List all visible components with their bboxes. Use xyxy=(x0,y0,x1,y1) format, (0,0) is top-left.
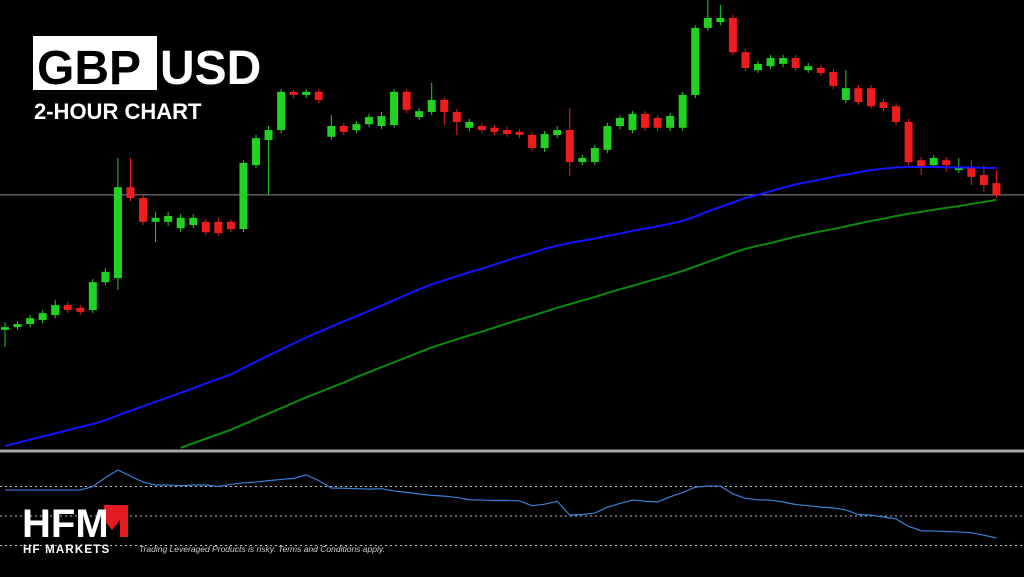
candle-body xyxy=(979,175,988,185)
candle-body xyxy=(503,130,511,135)
candle-body xyxy=(477,126,486,131)
candle-body xyxy=(38,313,47,320)
candle-body xyxy=(904,121,913,162)
subtitle: 2-HOUR CHART xyxy=(34,99,202,124)
candle-body xyxy=(841,88,850,100)
symbol-base: GBP xyxy=(37,42,141,95)
candle-body xyxy=(703,18,712,28)
candle-body xyxy=(678,94,687,128)
candle-body xyxy=(427,99,436,113)
symbol-quote: USD xyxy=(160,42,261,95)
candle-body xyxy=(929,157,938,166)
candle-body xyxy=(13,324,22,328)
candle-body xyxy=(302,91,311,95)
candle-body xyxy=(113,187,122,279)
indicator-line xyxy=(5,469,997,539)
price-panel xyxy=(0,0,1024,449)
candle-body xyxy=(816,67,825,73)
candle-body xyxy=(528,135,537,149)
candle-body xyxy=(126,187,135,198)
candle-body xyxy=(829,72,838,86)
moving-average-line xyxy=(180,198,997,449)
candle-body xyxy=(728,18,737,53)
candle-body xyxy=(766,58,775,67)
candle-body xyxy=(151,217,160,222)
candle-body xyxy=(791,58,800,68)
candle-body xyxy=(314,91,323,100)
candle-body xyxy=(942,160,951,166)
candle-body xyxy=(452,112,461,122)
candle-body xyxy=(377,116,386,126)
candle-body xyxy=(88,282,97,311)
candle-body xyxy=(139,198,148,222)
candle-body xyxy=(553,130,562,135)
footer: HFM HF MARKETS Trading Leveraged Product… xyxy=(22,502,385,556)
candle-body xyxy=(63,305,72,311)
candle-body xyxy=(51,305,60,315)
logo: HFM xyxy=(22,502,109,546)
candle-body xyxy=(440,99,449,113)
candle-body xyxy=(879,102,888,108)
candle-body xyxy=(590,148,599,162)
candle-body xyxy=(754,63,762,71)
candle-body xyxy=(101,271,110,283)
candle-body xyxy=(565,130,574,162)
candle-body xyxy=(917,160,926,167)
candle-body xyxy=(277,91,286,131)
candle-body xyxy=(364,117,373,125)
candle-body xyxy=(854,88,863,103)
logo-accent xyxy=(104,505,128,537)
candle-body xyxy=(603,126,612,150)
candle-body xyxy=(954,166,963,171)
candle-body xyxy=(352,124,361,131)
candle-body xyxy=(540,134,549,149)
candle-body xyxy=(201,221,210,233)
candle-body xyxy=(76,307,85,312)
candle-body xyxy=(289,91,298,95)
candle-body xyxy=(515,131,524,135)
candle-body xyxy=(189,217,198,225)
candle-body xyxy=(779,58,788,64)
candle-body xyxy=(1,327,9,330)
header: GBP USD 2-HOUR CHART xyxy=(33,36,261,124)
candle-body xyxy=(741,52,750,68)
candle-body xyxy=(967,167,976,177)
candle-body xyxy=(490,127,499,132)
candle-body xyxy=(164,216,173,222)
candle-body xyxy=(402,91,411,110)
candle-body xyxy=(415,111,424,117)
candle-body xyxy=(214,221,223,234)
candle-body xyxy=(866,88,875,107)
candle-body xyxy=(992,183,1001,195)
brand: HF MARKETS xyxy=(23,544,110,556)
candle-body xyxy=(26,318,35,324)
candle-body xyxy=(226,221,235,230)
candle-body xyxy=(892,106,901,122)
candle-body xyxy=(691,27,700,95)
candle-body xyxy=(716,18,725,23)
symbol-box xyxy=(33,36,157,90)
candle-body xyxy=(804,66,813,71)
candle-body xyxy=(327,126,336,137)
indicator-panel xyxy=(0,469,1024,546)
disclaimer: Trading Leveraged Products is risky. Ter… xyxy=(139,544,385,554)
candle-body xyxy=(641,113,650,128)
candle-body xyxy=(176,217,185,229)
candle-body xyxy=(264,130,273,140)
candle-body xyxy=(339,126,348,132)
candle-body xyxy=(252,138,260,166)
candle-body xyxy=(390,91,399,126)
moving-average-line xyxy=(4,165,997,447)
candle-body xyxy=(666,116,675,128)
candle-body xyxy=(239,162,248,230)
candle-body xyxy=(465,121,474,128)
candle-body xyxy=(578,157,587,162)
candle-body xyxy=(615,117,624,126)
candle-body xyxy=(653,117,662,128)
candle-body xyxy=(628,113,637,131)
